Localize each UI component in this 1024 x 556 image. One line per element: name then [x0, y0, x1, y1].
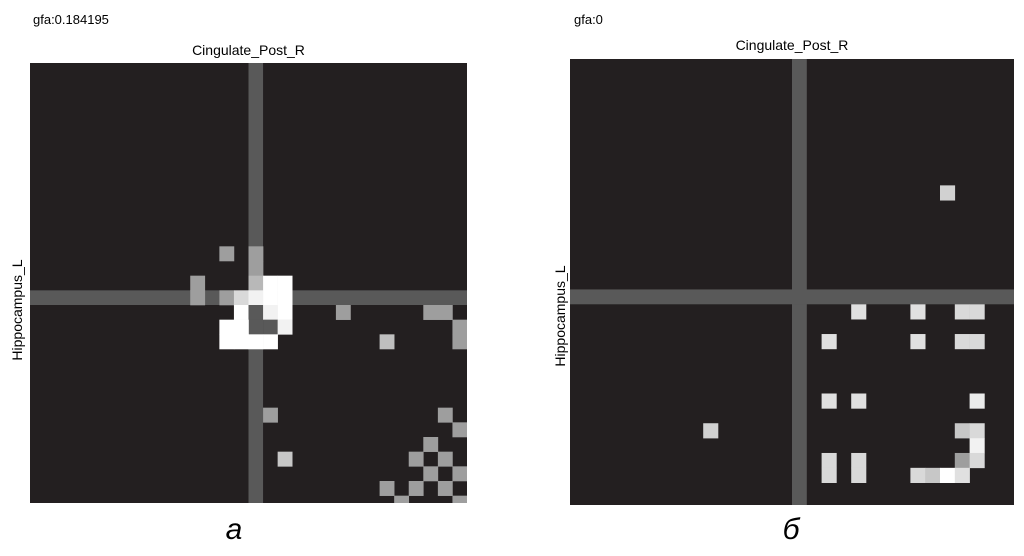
heatmap-cell-b-21: [851, 467, 867, 483]
caption-b: б: [782, 513, 800, 546]
heatmap-cell-b-7: [954, 334, 970, 350]
heatmap-cell-b-1: [851, 304, 867, 320]
heatmap-a: [30, 63, 467, 503]
heatmap-cell-a-18: [423, 305, 439, 320]
heatmap-cell-a-3: [190, 275, 206, 291]
heatmap-cell-a-42: [437, 481, 453, 496]
heatmap-cell-a-32: [437, 407, 453, 423]
heatmap-panel-a: gfa:0.184195 Cingulate_Post_R Hippocampu…: [9, 12, 467, 546]
separator-horizontal-b: [570, 289, 1014, 305]
heatmap-cell-a-1: [248, 246, 264, 262]
heatmap-cell-a-13: [233, 305, 249, 320]
heatmap-cell-b-15: [969, 438, 985, 454]
heatmap-cell-b-2: [910, 304, 926, 320]
heatmap-cell-a-10: [248, 290, 264, 306]
heatmap-cell-a-31: [263, 407, 278, 423]
heatmap-cell-a-5: [263, 275, 278, 291]
heatmap-cell-b-20: [821, 467, 837, 483]
heatmap-cell-b-17: [851, 452, 867, 469]
heatmap-cell-a-39: [452, 466, 467, 482]
heatmap-cell-a-20: [219, 319, 235, 335]
heatmap-cell-a-8: [219, 290, 235, 306]
heatmap-cell-a-43: [394, 495, 410, 503]
heatmap-cell-a-35: [277, 451, 293, 467]
heatmap-cell-a-22: [263, 319, 278, 335]
heatmap-cell-a-0: [219, 246, 235, 262]
heatmap-panel-b: gfa:0 Cingulate_Post_R Hippocampus_L б: [512, 0, 1024, 556]
heatmap-cell-a-25: [219, 334, 235, 350]
heatmap-cell-a-29: [379, 334, 395, 350]
heatmap-cell-b-16: [821, 452, 837, 469]
heatmap-cell-b-24: [940, 467, 956, 483]
heatmap-b: [570, 59, 1014, 505]
heatmap-cell-a-33: [452, 422, 467, 438]
heatmap-cell-b-23: [925, 467, 941, 483]
heatmap-cell-a-15: [263, 305, 278, 320]
heatmap-cell-b-11: [969, 393, 985, 409]
heatmap-cell-b-22: [910, 467, 926, 483]
heatmap-cell-a-44: [452, 495, 467, 503]
heatmap-cell-a-30: [452, 334, 467, 350]
heatmap-cell-a-6: [277, 275, 293, 291]
heatmap-cell-a-4: [248, 275, 264, 291]
heatmap-cell-b-19: [969, 452, 985, 469]
heatmap-cell-a-12: [277, 290, 293, 306]
heatmap-cell-a-26: [233, 334, 249, 350]
heatmap-cell-a-17: [335, 305, 351, 320]
heatmap-cell-a-9: [233, 290, 249, 306]
heatmap-cell-a-38: [423, 466, 439, 482]
gfa-header-b: gfa:0: [574, 12, 603, 27]
chart-title-b: Cingulate_Post_R: [735, 37, 849, 53]
y-axis-label-b: Hippocampus_L: [552, 265, 568, 367]
caption-a: а: [225, 513, 243, 546]
heatmap-cell-b-4: [969, 304, 985, 320]
heatmap-cell-b-10: [851, 393, 867, 409]
heatmap-cell-a-19: [437, 305, 453, 320]
heatmap-cell-b-5: [821, 334, 837, 350]
heatmap-cell-b-18: [954, 452, 970, 469]
heatmap-cell-b-6: [910, 334, 926, 350]
heatmap-cell-a-28: [263, 334, 278, 350]
heatmap-cell-b-12: [703, 423, 719, 439]
heatmap-cell-b-25: [954, 467, 970, 483]
heatmap-cell-a-34: [423, 437, 439, 452]
heatmap-cell-b-3: [954, 304, 970, 320]
heatmap-cell-a-14: [248, 305, 264, 320]
heatmap-cell-a-41: [408, 481, 424, 496]
heatmap-cell-b-14: [969, 423, 985, 439]
gfa-header-a: gfa:0.184195: [33, 12, 109, 27]
heatmap-cell-b-9: [821, 393, 837, 409]
heatmap-cell-b-13: [954, 423, 970, 439]
heatmap-cell-a-2: [248, 261, 264, 276]
heatmap-cell-a-11: [263, 290, 278, 306]
heatmap-cell-a-24: [452, 319, 467, 335]
heatmap-cell-a-16: [277, 305, 293, 320]
heatmap-cell-a-36: [408, 451, 424, 467]
chart-title-a: Cingulate_Post_R: [192, 42, 305, 58]
heatmap-cell-a-23: [277, 319, 293, 335]
heatmap-cell-b-8: [969, 334, 985, 350]
heatmap-cell-a-40: [379, 481, 395, 496]
heatmap-cell-b-0: [940, 185, 956, 201]
heatmap-cell-a-27: [248, 334, 264, 350]
heatmap-cell-a-7: [190, 290, 206, 306]
heatmap-cell-a-37: [437, 451, 453, 467]
heatmap-cell-a-21: [233, 319, 249, 335]
y-axis-label-a: Hippocampus_L: [9, 259, 25, 361]
separator-vertical-b: [792, 59, 807, 505]
